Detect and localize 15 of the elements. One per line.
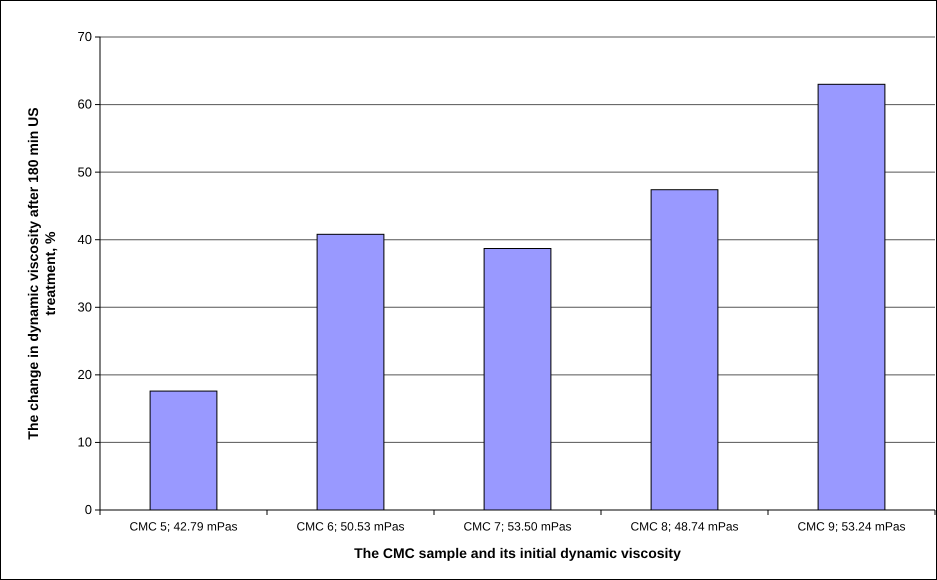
y-tick-label: 60 bbox=[78, 96, 92, 112]
x-tick-label: CMC 8; 48.74 mPas bbox=[630, 520, 739, 534]
y-tick-label: 50 bbox=[78, 164, 92, 180]
x-tick-label: CMC 6; 50.53 mPas bbox=[296, 520, 405, 534]
x-tick-label: CMC 5; 42.79 mPas bbox=[129, 520, 238, 534]
y-tick-label: 30 bbox=[78, 299, 92, 314]
y-tick-label: 70 bbox=[78, 29, 92, 44]
x-axis-title: The CMC sample and its initial dynamic viscosity bbox=[354, 545, 682, 561]
x-tick-label: CMC 7; 53.50 mPas bbox=[463, 520, 572, 534]
y-tick-label: 0 bbox=[84, 502, 92, 518]
y-tick-label: 20 bbox=[78, 367, 92, 382]
y-tick-label: 10 bbox=[78, 434, 92, 450]
y-tick-label: 40 bbox=[78, 232, 92, 247]
y-axis-title: The change in dynamic viscosity after 180 min US treatment, % bbox=[25, 107, 58, 440]
x-tick-label: CMC 9; 53.24 mPas bbox=[797, 520, 906, 534]
